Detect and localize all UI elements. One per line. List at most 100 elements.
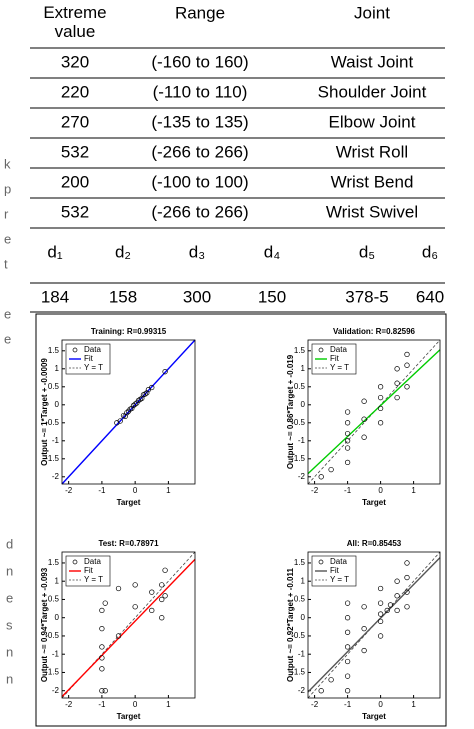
data-point: [99, 666, 105, 672]
margin-fragment: r: [4, 206, 9, 221]
data-point: [115, 633, 122, 639]
data-point: [361, 416, 367, 422]
axes-frame: [61, 551, 196, 699]
data-point: [404, 362, 410, 368]
data-point: [384, 607, 390, 614]
y-tick-label: -1.5: [45, 454, 59, 463]
legend-label: Data: [330, 345, 347, 354]
length-header: d₁: [47, 242, 62, 261]
table-cell: 532: [61, 142, 89, 161]
table-cell: Wrist Bend: [331, 172, 414, 191]
y-tick-label: -0.5: [291, 418, 305, 427]
table-cell: 532: [61, 202, 89, 221]
data-point: [99, 688, 105, 694]
data-point: [328, 677, 334, 683]
data-point: [361, 626, 367, 632]
axes-frame: [307, 551, 441, 699]
data-point: [344, 420, 351, 426]
table-cell: 220: [61, 82, 89, 101]
legend-label: Y = T: [84, 363, 103, 372]
data-point: [377, 618, 384, 624]
data-point: [344, 600, 351, 606]
margin-fragment: s: [6, 617, 13, 632]
table-header: Range: [175, 3, 225, 22]
data-point: [377, 420, 384, 426]
data-point: [377, 405, 384, 412]
x-axis-label: Target: [117, 712, 141, 721]
x-tick-label: -2: [65, 486, 73, 495]
legend-label: Fit: [330, 354, 340, 363]
legend-label: Fit: [84, 566, 94, 575]
margin-fragment: e: [4, 331, 11, 346]
data-point: [99, 644, 105, 650]
data-point: [159, 615, 165, 621]
data-point: [394, 394, 400, 401]
table-cell: 320: [61, 52, 89, 71]
table-cell: 270: [61, 112, 89, 131]
data-point: [387, 602, 394, 608]
figure-frame: [35, 313, 447, 727]
data-point: [344, 438, 351, 444]
y-tick-label: -2: [298, 686, 306, 695]
data-point: [361, 647, 367, 654]
y-tick-label: -1: [52, 436, 60, 445]
x-tick-label: 1: [166, 486, 171, 495]
y-tick-label: -2: [298, 472, 306, 481]
x-tick-label: 1: [411, 700, 416, 709]
axes-frame: [61, 339, 196, 485]
data-point: [344, 688, 351, 694]
table-cell: Shoulder Joint: [318, 82, 427, 101]
length-value: 378-5: [345, 287, 388, 306]
data-point: [404, 560, 410, 566]
data-point: [144, 390, 150, 396]
y-tick-label: -0.5: [291, 631, 305, 640]
table-cell: Elbow Joint: [329, 112, 416, 131]
data-point: [328, 466, 334, 473]
y-tick-label: 1.5: [48, 558, 60, 567]
margin-fragment: e: [4, 231, 11, 246]
data-point: [394, 380, 400, 386]
fit-line: [307, 349, 441, 475]
length-header: d₃: [189, 242, 205, 261]
data-point: [361, 604, 367, 610]
length-value: 150: [258, 287, 286, 306]
margin-fragment: p: [4, 181, 11, 196]
table-cell: (-266 to 266): [151, 202, 248, 221]
y-tick-label: -1: [52, 649, 60, 658]
data-point: [129, 405, 135, 412]
x-tick-label: 0: [378, 486, 383, 495]
y-tick-label: -1: [298, 436, 306, 445]
data-point: [159, 596, 165, 603]
data-point: [117, 418, 123, 424]
y-tick-label: 0: [55, 613, 60, 622]
data-point: [102, 600, 108, 606]
length-header: d₂: [115, 242, 131, 261]
x-axis-label: Target: [117, 498, 141, 507]
length-value: 158: [109, 287, 137, 306]
data-point: [361, 434, 367, 440]
x-tick-label: 1: [411, 486, 416, 495]
legend-marker: [318, 559, 324, 565]
data-point: [361, 398, 367, 404]
data-point: [130, 402, 137, 409]
data-point: [162, 593, 168, 599]
y-tick-label: -1.5: [45, 668, 59, 677]
y-axis-label: Output ~= 0.94*Target + -0.093: [40, 567, 49, 682]
fit-line: [61, 558, 196, 698]
data-point: [377, 633, 384, 639]
legend-marker: [72, 559, 78, 565]
y-tick-label: -2: [52, 472, 60, 481]
legend-marker: [318, 347, 324, 353]
x-tick-label: 0: [133, 486, 138, 495]
y-axis-label: Output ~= 1*Target + -0.0009: [40, 358, 49, 466]
y-tick-label: -1.5: [291, 454, 305, 463]
legend-label: Data: [84, 557, 101, 566]
data-point: [394, 607, 400, 614]
y-tick-label: 1.5: [48, 346, 60, 355]
margin-fragment: n: [6, 644, 13, 659]
data-point: [149, 384, 155, 391]
y-tick-label: 0.5: [48, 595, 60, 604]
data-point: [394, 578, 400, 584]
margin-fragment: d: [6, 536, 13, 551]
